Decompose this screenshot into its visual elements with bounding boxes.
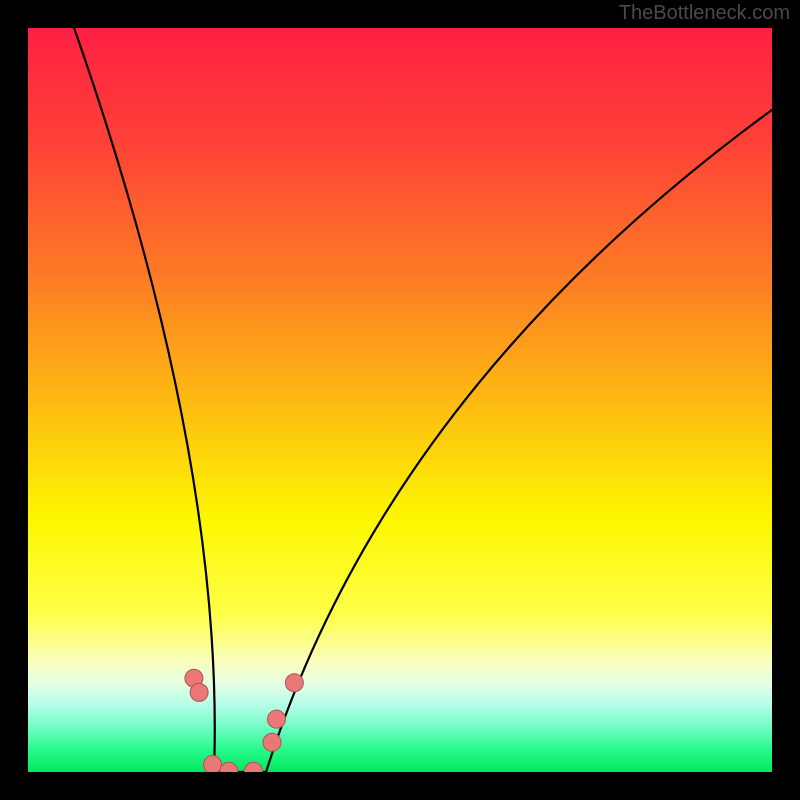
gradient-background [28, 28, 772, 772]
plot-svg [28, 28, 772, 772]
data-marker [204, 756, 222, 772]
data-marker [285, 674, 303, 692]
data-marker [267, 710, 285, 728]
plot-area [28, 28, 772, 772]
chart-frame: TheBottleneck.com [0, 0, 800, 800]
data-marker [263, 733, 281, 751]
watermark-text: TheBottleneck.com [619, 2, 790, 25]
data-marker [190, 683, 208, 701]
